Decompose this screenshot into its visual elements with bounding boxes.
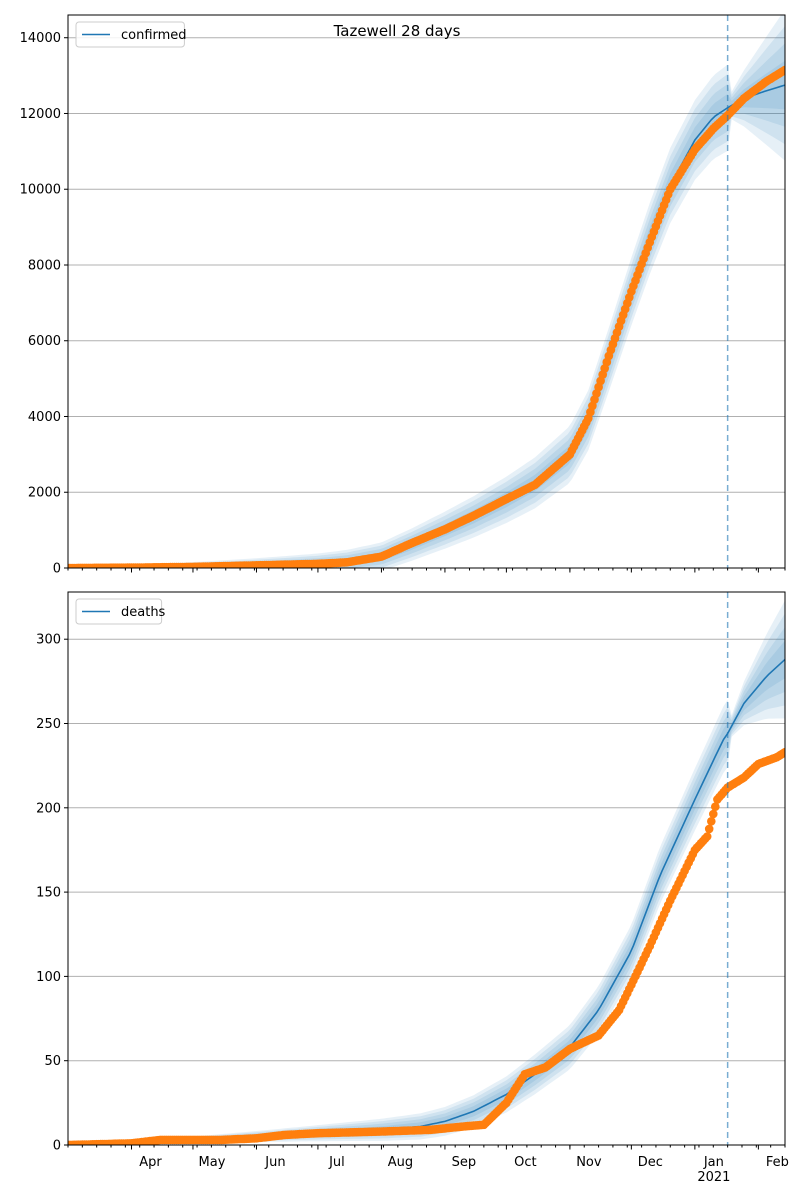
x-tick-label: Aug bbox=[388, 1155, 413, 1170]
observed-point bbox=[780, 65, 785, 75]
y-tick-label: 50 bbox=[44, 1054, 61, 1069]
x-tick-label: Oct bbox=[514, 1155, 536, 1170]
y-tick-label: 150 bbox=[36, 886, 61, 901]
legend-box bbox=[75, 21, 185, 48]
x-tick-label: Jan bbox=[703, 1155, 724, 1170]
y-tick-label: 2000 bbox=[28, 486, 61, 501]
y-tick-label: 0 bbox=[53, 562, 61, 577]
y-tick-label: 200 bbox=[36, 801, 61, 816]
x-tick-label: May bbox=[199, 1155, 226, 1170]
observed-point bbox=[702, 832, 712, 841]
legend: confirmed bbox=[75, 21, 187, 48]
x-tick-label: Apr bbox=[139, 1155, 162, 1170]
y-tick-label: 12000 bbox=[20, 107, 61, 122]
legend: deaths bbox=[75, 598, 166, 625]
legend-label: deaths bbox=[121, 605, 166, 620]
axes-frame bbox=[67, 14, 786, 569]
uncertainty-band bbox=[68, 15, 785, 568]
deaths-panel: 0 50 100 150 200 250 300 Apr May Jun Jul Aug Sep Oct N… bbox=[36, 591, 789, 1185]
chart-title: Tazewell 28 days bbox=[333, 22, 461, 40]
observed-point bbox=[780, 747, 785, 757]
grid-lines bbox=[68, 37, 785, 569]
x-tick-label: Jul bbox=[328, 1155, 345, 1170]
y-tick-label: 6000 bbox=[28, 334, 61, 349]
x-tick-label: Feb bbox=[766, 1155, 789, 1170]
observed-point bbox=[711, 802, 720, 811]
uncertainty-band bbox=[68, 60, 785, 568]
y-tick-label: 300 bbox=[36, 633, 61, 648]
observed-point bbox=[709, 809, 718, 819]
x-tick-label: Dec bbox=[638, 1155, 663, 1170]
y-tick-label: 4000 bbox=[28, 410, 61, 425]
model-line bbox=[68, 658, 785, 1145]
legend-box bbox=[75, 598, 163, 625]
x-tick-label: Jun bbox=[264, 1155, 285, 1170]
y-tick-label: 14000 bbox=[20, 31, 61, 46]
y-tick-label: 10000 bbox=[20, 183, 61, 198]
axes-frame bbox=[67, 591, 786, 1146]
plot-area bbox=[68, 600, 785, 1145]
y-tick-label: 250 bbox=[36, 717, 61, 732]
x-tick-label: Sep bbox=[452, 1155, 477, 1170]
x-tick-label: 2021 bbox=[697, 1170, 730, 1185]
uncertainty-band bbox=[68, 26, 785, 568]
legend-label: confirmed bbox=[121, 28, 187, 43]
observed-point bbox=[707, 817, 716, 826]
uncertainty-band bbox=[68, 43, 785, 568]
observed-points bbox=[68, 65, 785, 568]
x-tick-label: Nov bbox=[576, 1155, 602, 1170]
uncertainty-band bbox=[68, 613, 785, 1145]
plot-area bbox=[68, 15, 785, 568]
y-tick-label: 100 bbox=[36, 970, 61, 985]
observed-points bbox=[68, 747, 785, 1145]
uncertainty-band bbox=[68, 600, 785, 1145]
confirmed-panel: 0 2000 4000 6000 8000 10000 12000 14000 confirme… bbox=[20, 14, 786, 577]
observed-point bbox=[704, 824, 714, 834]
y-tick-label: 8000 bbox=[28, 258, 61, 273]
y-tick-label: 0 bbox=[53, 1139, 61, 1154]
